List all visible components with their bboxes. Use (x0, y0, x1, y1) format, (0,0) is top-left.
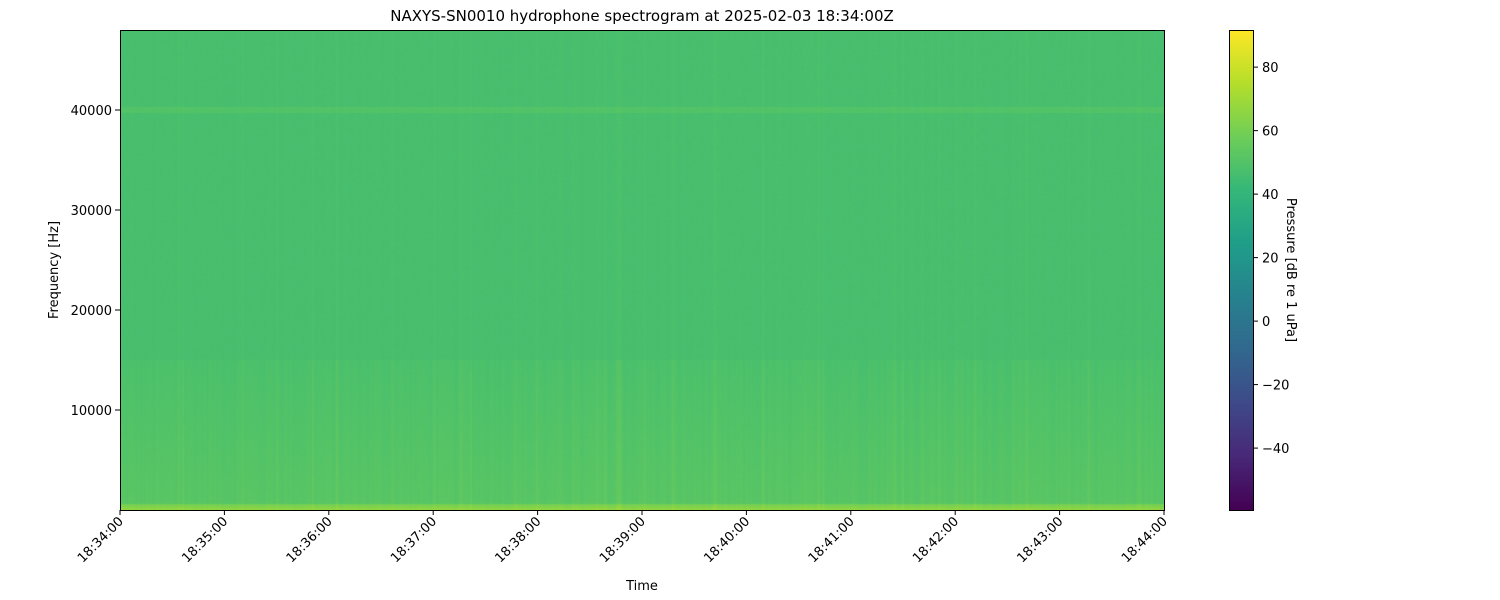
colorbar-tick: 20 (1253, 252, 1279, 267)
y-tick-label: 10000 (71, 404, 112, 419)
colorbar-tick: 80 (1253, 61, 1279, 76)
x-tick: 18:37:00 (388, 510, 440, 566)
y-tick-label: 40000 (71, 104, 112, 119)
x-tick: 18:36:00 (284, 510, 336, 566)
x-ticks: 18:34:00 18:35:00 18:36:00 18:37:00 18:38:00… (75, 510, 1171, 566)
colorbar-tick: 40 (1253, 188, 1279, 203)
colorbar-label: Pressure [dB re 1 uPa] (1283, 198, 1298, 342)
x-tick: 18:42:00 (910, 510, 962, 566)
colorbar-tick: 0 (1253, 315, 1270, 330)
x-tick: 18:38:00 (493, 510, 545, 566)
x-tick: 18:40:00 (701, 510, 753, 566)
x-tick-label: 18:36:00 (284, 514, 336, 566)
colorbar-tick: 60 (1253, 125, 1279, 140)
spectrogram-image (120, 30, 1164, 510)
x-tick-label: 18:37:00 (388, 514, 440, 566)
x-tick-label: 18:43:00 (1015, 514, 1067, 566)
colorbar-ticks: −40 −20 0 20 40 60 80 (1253, 61, 1289, 457)
x-tick-label: 18:42:00 (910, 514, 962, 566)
y-axis-label: Frequency [Hz] (47, 221, 62, 319)
x-tick: 18:41:00 (806, 510, 858, 566)
y-ticks: 10000 20000 30000 40000 (71, 104, 120, 419)
y-tick: 10000 (71, 404, 120, 419)
x-tick: 18:35:00 (179, 510, 231, 566)
x-tick: 18:44:00 (1119, 510, 1171, 566)
x-tick-label: 18:44:00 (1119, 514, 1171, 566)
x-tick-label: 18:40:00 (701, 514, 753, 566)
x-tick: 18:39:00 (597, 510, 649, 566)
colorbar-frame (1229, 30, 1254, 511)
colorbar-tick-label: 0 (1262, 315, 1270, 330)
colorbar (1229, 30, 1253, 510)
y-tick-label: 20000 (71, 304, 112, 319)
x-tick-label: 18:41:00 (806, 514, 858, 566)
x-tick-label: 18:39:00 (597, 514, 649, 566)
x-tick: 18:43:00 (1015, 510, 1067, 566)
colorbar-tick-label: −40 (1262, 442, 1289, 457)
x-axis-label: Time (625, 579, 658, 594)
colorbar-tick: −40 (1253, 442, 1289, 457)
chart-title: NAXYS-SN0010 hydrophone spectrogram at 2… (390, 7, 894, 25)
plot-frame (120, 30, 1165, 511)
colorbar-tick-label: 20 (1262, 252, 1279, 267)
colorbar-tick-label: 80 (1262, 61, 1279, 76)
x-tick-label: 18:35:00 (179, 514, 231, 566)
colorbar-tick: −20 (1253, 379, 1289, 394)
x-tick: 18:34:00 (75, 510, 127, 566)
y-tick: 30000 (71, 204, 120, 219)
y-tick: 20000 (71, 304, 120, 319)
colorbar-tick-label: 60 (1262, 125, 1279, 140)
y-tick: 40000 (71, 104, 120, 119)
colorbar-tick-label: 40 (1262, 188, 1279, 203)
x-tick-label: 18:34:00 (75, 514, 127, 566)
x-tick-label: 18:38:00 (493, 514, 545, 566)
y-tick-label: 30000 (71, 204, 112, 219)
colorbar-tick-label: −20 (1262, 379, 1289, 394)
